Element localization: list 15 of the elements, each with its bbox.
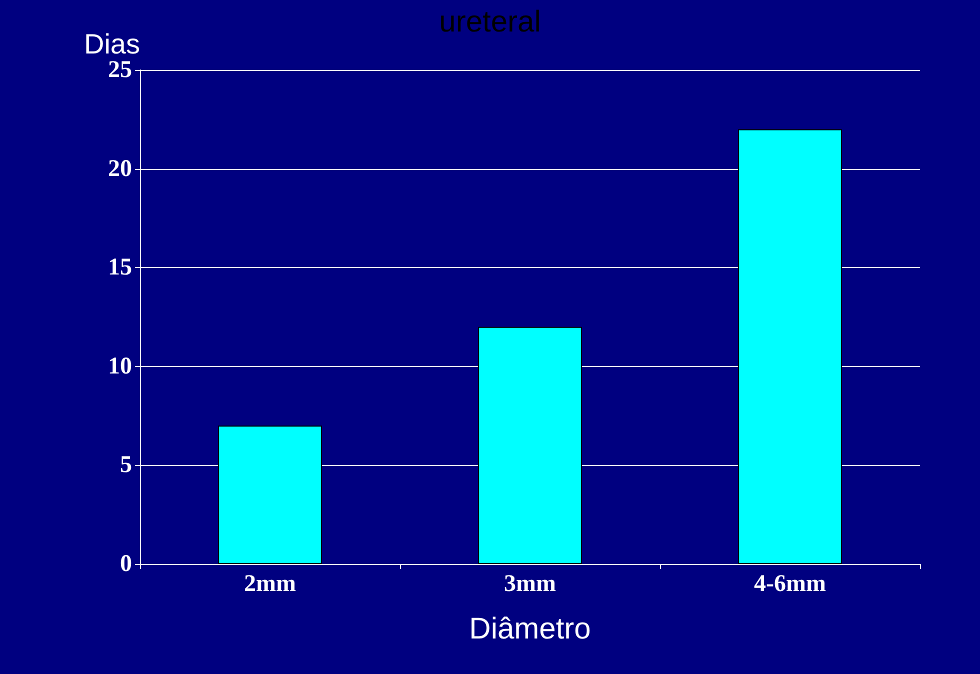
chart-title: ureteral — [439, 6, 541, 38]
x-tick-label: 2mm — [244, 571, 296, 597]
bar — [738, 129, 842, 564]
y-tick-label: 20 — [108, 156, 132, 182]
y-tick-label: 25 — [108, 57, 132, 83]
bar — [218, 426, 322, 564]
bar — [478, 326, 582, 564]
y-tick-label: 15 — [108, 254, 132, 281]
y-axis-title: Dias — [84, 28, 140, 60]
x-tick-label: 4-6mm — [754, 571, 826, 597]
y-tick-label: 5 — [120, 452, 132, 478]
x-tick-label: 3mm — [504, 571, 556, 597]
x-axis-title: Diâmetro — [469, 612, 591, 646]
y-tick-label: 0 — [120, 551, 132, 577]
y-tick-label: 10 — [108, 353, 132, 380]
